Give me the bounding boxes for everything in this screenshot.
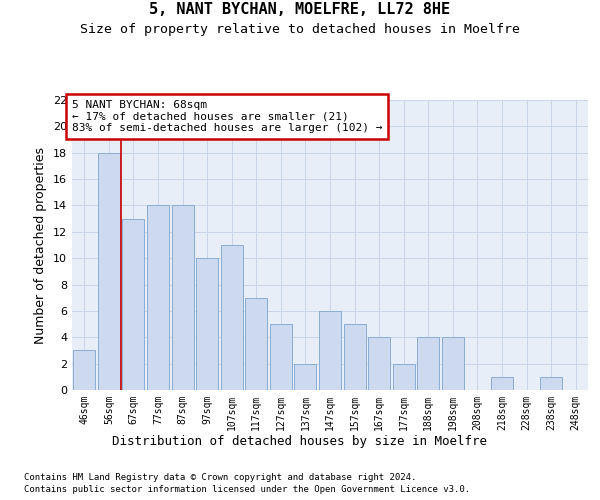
Bar: [73, 350, 95, 390]
Bar: [344, 324, 365, 390]
Bar: [172, 206, 194, 390]
Bar: [147, 206, 169, 390]
Bar: [540, 377, 562, 390]
Bar: [368, 338, 390, 390]
Bar: [245, 298, 268, 390]
Text: 5 NANT BYCHAN: 68sqm
← 17% of detached houses are smaller (21)
83% of semi-detac: 5 NANT BYCHAN: 68sqm ← 17% of detached h…: [72, 100, 383, 133]
Y-axis label: Number of detached properties: Number of detached properties: [34, 146, 47, 344]
Bar: [392, 364, 415, 390]
Bar: [417, 338, 439, 390]
Bar: [270, 324, 292, 390]
Bar: [122, 218, 145, 390]
Bar: [491, 377, 513, 390]
Bar: [196, 258, 218, 390]
Bar: [221, 245, 243, 390]
Text: Contains public sector information licensed under the Open Government Licence v3: Contains public sector information licen…: [24, 485, 470, 494]
Bar: [98, 152, 120, 390]
Text: Contains HM Land Registry data © Crown copyright and database right 2024.: Contains HM Land Registry data © Crown c…: [24, 472, 416, 482]
Text: 5, NANT BYCHAN, MOELFRE, LL72 8HE: 5, NANT BYCHAN, MOELFRE, LL72 8HE: [149, 2, 451, 18]
Text: Distribution of detached houses by size in Moelfre: Distribution of detached houses by size …: [113, 435, 487, 448]
Text: Size of property relative to detached houses in Moelfre: Size of property relative to detached ho…: [80, 22, 520, 36]
Bar: [295, 364, 316, 390]
Bar: [442, 338, 464, 390]
Bar: [319, 311, 341, 390]
